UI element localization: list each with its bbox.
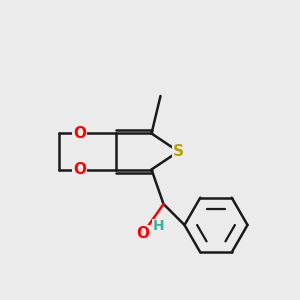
Text: S: S xyxy=(173,144,184,159)
Text: O: O xyxy=(136,226,149,242)
Text: O: O xyxy=(73,162,86,177)
Text: O: O xyxy=(73,126,86,141)
Text: H: H xyxy=(153,220,165,233)
